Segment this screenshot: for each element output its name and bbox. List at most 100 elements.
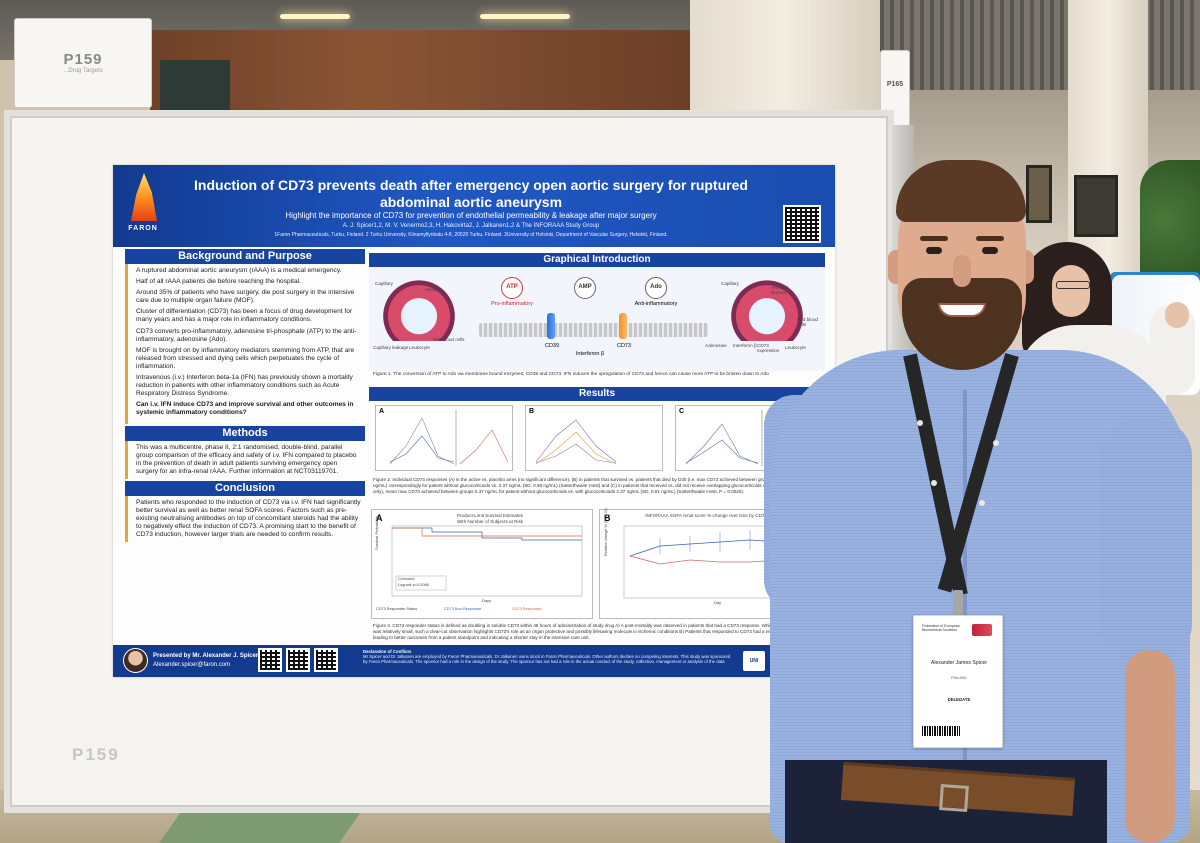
presenter-hair	[896, 160, 1026, 222]
presenter-name: Presented by Mr. Alexander J. Spicer	[153, 653, 259, 659]
kaplan-meier-plot	[391, 525, 583, 597]
faron-logo: FARON	[119, 173, 167, 243]
poster-subtitle: Highlight the importance of CD73 for pre…	[285, 211, 657, 220]
cd73-line-plot	[535, 419, 617, 465]
woman-face	[1052, 265, 1090, 317]
declaration-text: Mr Spicer and Dr Jalkanen are employed b…	[363, 654, 731, 665]
poster-authors: A. J. Spicer1,2, M. V. Venermo2,3, H. Ha…	[342, 223, 600, 229]
qr-code-icon	[286, 648, 310, 672]
research-question: Can i.v. IFN induce CD73 and improve sur…	[136, 401, 354, 417]
background-paragraph: A ruptured abdominal aortic aneurysm (rA…	[136, 267, 342, 274]
sofa-x-label: Day	[714, 600, 722, 605]
presenter-right-sleeve	[1100, 420, 1192, 660]
graphical-intro-figure: Capillary Alveolus Capillary leakage Leu…	[369, 267, 825, 371]
vessel-label: Interferon β	[733, 343, 757, 348]
vessel-label: Capillary	[375, 281, 393, 286]
cd73-line-plot	[685, 410, 763, 466]
vessel-label: Capillary leakage	[373, 345, 409, 350]
figure-2-panels: A B	[369, 401, 825, 475]
conclusion-body: Patients who responded to the induction …	[125, 495, 365, 543]
vessel-label: Capillary	[721, 281, 739, 286]
cd73-chart-b: B	[525, 405, 663, 471]
belt-buckle-icon	[939, 784, 969, 812]
cd73-line-plot	[389, 410, 509, 466]
vessel-label: Leukocyte	[785, 345, 806, 350]
board-sign-subtitle: ...Drug Targets	[63, 68, 103, 74]
lanyard-logo-dot	[993, 440, 999, 446]
background-paragraph: Around 35% of patients who have surgery,…	[136, 289, 355, 305]
ceiling-light	[280, 14, 350, 19]
declaration-title: Declaration of Conflicts	[363, 649, 412, 654]
ado-circle: Ado	[645, 277, 667, 299]
wall-portrait	[1074, 175, 1118, 237]
panel-letter: B	[529, 408, 535, 415]
anti-inflammatory-label: Anti-inflammatory	[634, 301, 678, 307]
scientific-poster: FARON Induction of CD73 prevents death a…	[113, 165, 835, 677]
survival-y-label: Survival Probability	[374, 515, 379, 550]
wall-plaque	[1026, 165, 1052, 223]
poster-title: Induction of CD73 prevents death after e…	[194, 177, 748, 210]
vessel-label: Adenosine	[705, 343, 727, 348]
presenter-avatar	[123, 648, 148, 673]
presenter-eyebrow	[976, 236, 1004, 241]
methods-body: This was a multicentre, phase II, 2:1 ra…	[125, 440, 365, 479]
floor-tile	[159, 812, 361, 843]
sofa-y-label: Relative change % (95% CI)	[604, 508, 608, 556]
poster-header: FARON Induction of CD73 prevents death a…	[113, 165, 835, 247]
survival-status-label: CD73 Responder Status	[376, 607, 418, 611]
background-paragraph: Intravenous (i.v.) Interferon beta-1a (I…	[136, 374, 353, 398]
survival-chart-subtitle: With Number of Subjects at Risk	[456, 519, 524, 524]
poster-right-column: Graphical Introduction Capillary Alveolu…	[369, 253, 825, 645]
presenter-eye	[982, 247, 998, 254]
cd39-label: CD39	[544, 343, 560, 349]
survival-legend-item: Logrank p=0.0086	[398, 583, 429, 587]
barcode-icon	[922, 726, 960, 736]
poster-affiliations: 1Faron Pharmaceuticals, Turku, Finland. …	[274, 232, 668, 238]
ceiling-light	[480, 14, 570, 19]
poster-left-column: Background and Purpose A ruptured abdomi…	[125, 249, 365, 641]
survival-x-label: Days	[482, 598, 492, 603]
panel-letter: A	[376, 513, 383, 523]
figure-3-panels: A Product-Limit Survival Estimates With …	[369, 508, 825, 621]
background-paragraph: MOF is brought on by inflammatory mediat…	[136, 346, 355, 370]
normal-vessel-illustration	[721, 279, 813, 341]
vessel-label: Red blood cells	[433, 337, 465, 342]
badge-organization: Federation of European Biochemical Socie…	[922, 624, 960, 633]
side-board-number: P165	[886, 81, 904, 88]
presenter-eyebrow	[920, 236, 948, 241]
atp-circle: ATP	[501, 277, 523, 299]
graphical-intro-heading: Graphical Introduction	[369, 253, 825, 267]
interferon-label: Interferon β	[575, 351, 605, 357]
sofa-line-plot	[623, 525, 811, 599]
ceiling-slats	[880, 0, 1200, 90]
board-number-sign: P159 ...Drug Targets	[14, 18, 152, 108]
cd39-receptor-icon	[547, 313, 555, 339]
logo-text: FARON	[128, 225, 158, 232]
survival-chart-title: Product-Limit Survival Estimates	[456, 513, 524, 518]
figure-1-caption: Figure 1. The conversion of ATP to Ado v…	[373, 372, 769, 377]
cd73-label: CD73	[616, 343, 632, 349]
vessel-label: Alveolus Normal	[771, 285, 789, 295]
cd73-receptor-icon	[619, 313, 627, 339]
sofa-chart-title: INFORAAA SOFA renal score %-change over …	[645, 513, 791, 518]
poster-footer: Presented by Mr. Alexander J. Spicer Ale…	[113, 645, 835, 677]
panel-number-label: P159	[72, 745, 120, 764]
vessel-label: Alveolus	[425, 287, 443, 292]
vessel-label: Red blood cells	[797, 317, 818, 327]
survival-group-label: CD73 Responder	[512, 607, 542, 611]
lanyard-logo-dot	[917, 420, 923, 426]
inflamed-vessel-illustration	[373, 279, 465, 341]
conclusion-heading: Conclusion	[125, 480, 365, 496]
declaration-of-conflicts: Declaration of Conflicts Mr Spicer and D…	[363, 649, 733, 665]
vessel-label: CD73 expression	[757, 343, 780, 353]
pro-inflammatory-label: Pro-inflammatory	[491, 301, 533, 307]
flame-icon	[131, 173, 157, 221]
cell-membrane-illustration	[479, 323, 709, 337]
results-heading: Results	[369, 387, 825, 401]
background-paragraph: Cluster of differentiation (CD73) has be…	[136, 308, 353, 324]
woman-hand	[1165, 302, 1189, 328]
presenter-email: Alexander.spicer@faron.com	[153, 662, 231, 668]
lanyard-logo-dot	[931, 480, 937, 486]
badge-clip	[953, 590, 963, 616]
presenter-right-forearm	[1125, 650, 1175, 843]
